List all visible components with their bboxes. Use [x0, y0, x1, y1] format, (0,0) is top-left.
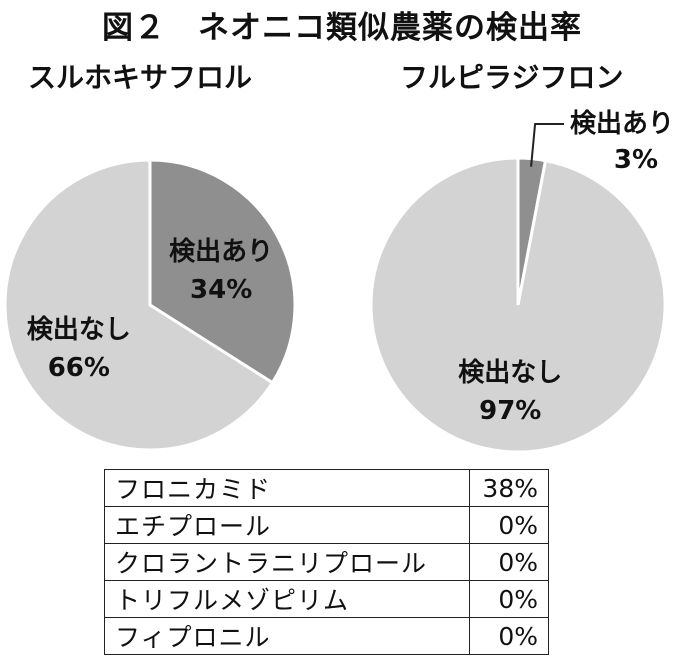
pie2-callout-line: [530, 123, 564, 167]
figure-title: 図２ ネオニコ類似農薬の検出率: [102, 10, 582, 46]
detection-rate: 38%: [469, 469, 549, 507]
pie1-label-not-detected-line: 66%: [48, 353, 110, 383]
table-row: フロニカミド 38%: [104, 469, 549, 507]
pesticide-name: クロラントラニリプロール: [104, 543, 470, 581]
pie-charts: 検出あり 34% 検出なし 66% 検出あり 3% 検出なし 97%: [3, 109, 674, 454]
pie2-label-detected-value-line: 3%: [614, 145, 658, 175]
pie2-label-detected-line: 検出あり: [570, 109, 674, 139]
pie1-slice-not-detected: [3, 158, 275, 452]
table-row: トリフルメゾピリム 0%: [104, 580, 549, 618]
pesticide-name: エチプロール: [104, 506, 470, 544]
pie1-label-not-detected-line: 検出なし: [27, 315, 131, 345]
detection-rate: 0%: [469, 506, 549, 544]
pesticide-name: トリフルメゾピリム: [104, 580, 470, 618]
detection-rate: 0%: [469, 617, 549, 655]
table-row: エチプロール 0%: [104, 506, 549, 544]
pie2-label-not-detected-line: 検出なし: [458, 358, 562, 388]
pesticide-name: フロニカミド: [104, 469, 470, 507]
table-row: クロラントラニリプロール 0%: [104, 543, 549, 581]
detection-rate: 0%: [469, 543, 549, 581]
pie2-label-detected-value: 3%: [614, 145, 658, 175]
pie1-label-not-detected: 検出なし 66%: [27, 315, 131, 383]
pie2-label-detected: 検出あり: [570, 109, 674, 139]
pie-title-flupyradifurone: フルピラジフロン: [400, 61, 624, 94]
pie1-label-detected-line: 34%: [190, 275, 252, 305]
pie-title-sulfoxaflor: スルホキサフロル: [28, 61, 253, 94]
detection-rate-table: フロニカミド 38% エチプロール 0% クロラントラニリプロール 0% トリフルメゾピリム…: [104, 469, 549, 655]
pie2-slice-not-detected: [369, 156, 667, 454]
pie1-label-detected-line: 検出あり: [169, 237, 273, 267]
pesticide-name: フィプロニル: [104, 617, 470, 655]
pie2-label-not-detected: 検出なし 97%: [458, 358, 562, 426]
pie2-label-not-detected-line: 97%: [479, 396, 541, 426]
table-row: フィプロニル 0%: [104, 617, 549, 655]
pie1-label-detected: 検出あり 34%: [169, 237, 273, 305]
detection-rate: 0%: [469, 580, 549, 618]
